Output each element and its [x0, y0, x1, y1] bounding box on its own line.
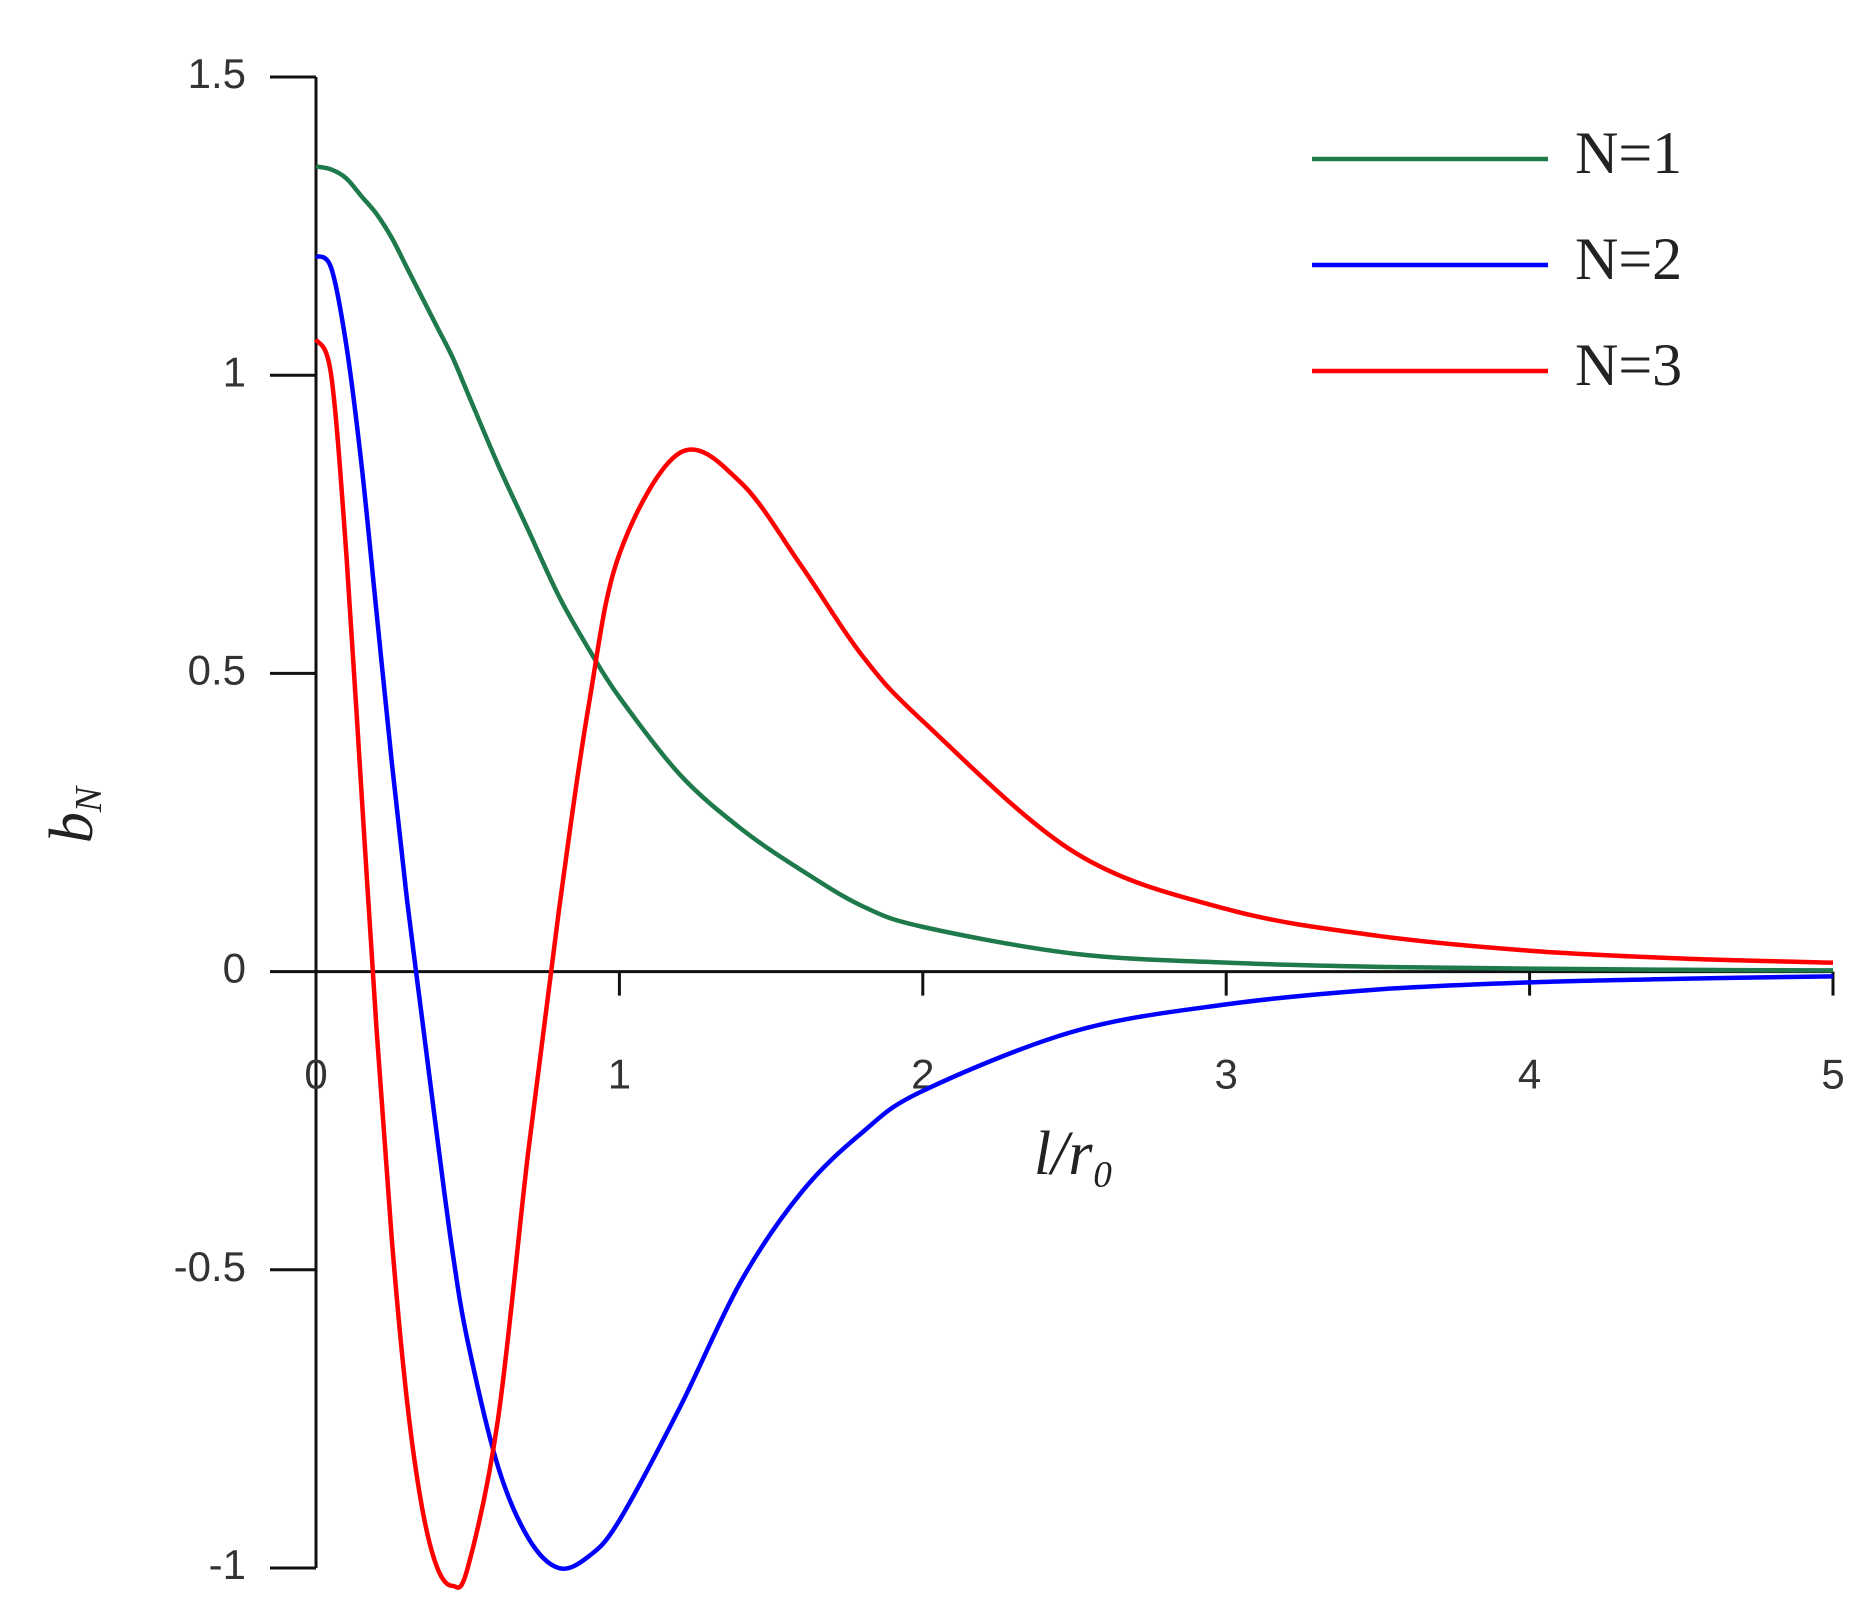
- x-tick-label: 1: [608, 1051, 631, 1098]
- x-tick-label: 4: [1518, 1051, 1541, 1098]
- y-tick-label: 1: [223, 348, 246, 395]
- legend-label: N=2: [1575, 226, 1682, 292]
- y-tick-label: 0: [223, 945, 246, 992]
- x-axis-label: l/r₀: [1034, 1120, 1114, 1188]
- y-tick-label: -1: [209, 1541, 246, 1588]
- legend-label: N=1: [1575, 120, 1682, 186]
- y-axis-label-main: b: [38, 812, 106, 843]
- legend-label: N=3: [1575, 332, 1682, 398]
- y-tick-label: 1.5: [188, 50, 246, 97]
- y-tick-label: 0.5: [188, 646, 246, 693]
- x-tick-label: 3: [1215, 1051, 1238, 1098]
- series-line: [314, 253, 1834, 1571]
- series-line: [313, 338, 1834, 1590]
- series-line: [315, 164, 1834, 973]
- x-tick-label: 0: [304, 1051, 327, 1098]
- y-axis-label: bN: [38, 784, 109, 843]
- x-tick-label: 5: [1821, 1051, 1844, 1098]
- y-tick-label: -0.5: [174, 1243, 246, 1290]
- y-axis-label-sub: N: [68, 784, 110, 813]
